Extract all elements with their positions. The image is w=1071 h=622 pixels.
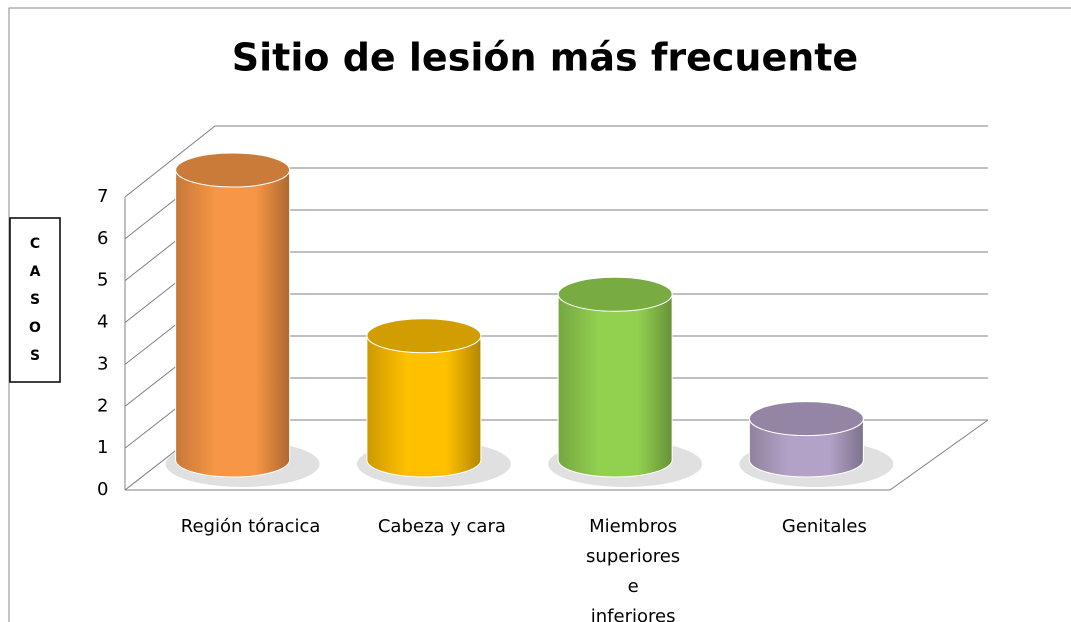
bar-top [175,152,291,188]
bar [175,169,291,478]
y-tick-label: 0 [97,479,108,500]
bar-top [748,401,864,437]
bar-top [366,318,482,354]
y-tick-label: 6 [97,228,108,249]
bar [557,293,673,478]
frame [8,7,1071,622]
y-axis-box [9,217,61,383]
y-tick-label: 7 [97,186,108,207]
y-tick-label: 5 [97,270,108,291]
x-tick-label: Cabeza y cara [378,516,506,537]
y-tick-label: 4 [97,312,108,333]
floor [125,419,989,491]
chart-title: Sitio de lesión más frecuente [232,36,858,80]
grid-line [124,125,988,198]
bar [366,335,482,478]
bar-top [557,276,673,312]
y-tick-label: 1 [97,437,108,458]
x-tick-label: Genitales [782,516,867,537]
x-tick-label: Miembros superiores e inferiores [586,516,680,622]
y-tick-label: 3 [97,353,108,374]
y-tick-label: 2 [97,395,108,416]
x-tick-label: Región tóracica [181,516,321,537]
